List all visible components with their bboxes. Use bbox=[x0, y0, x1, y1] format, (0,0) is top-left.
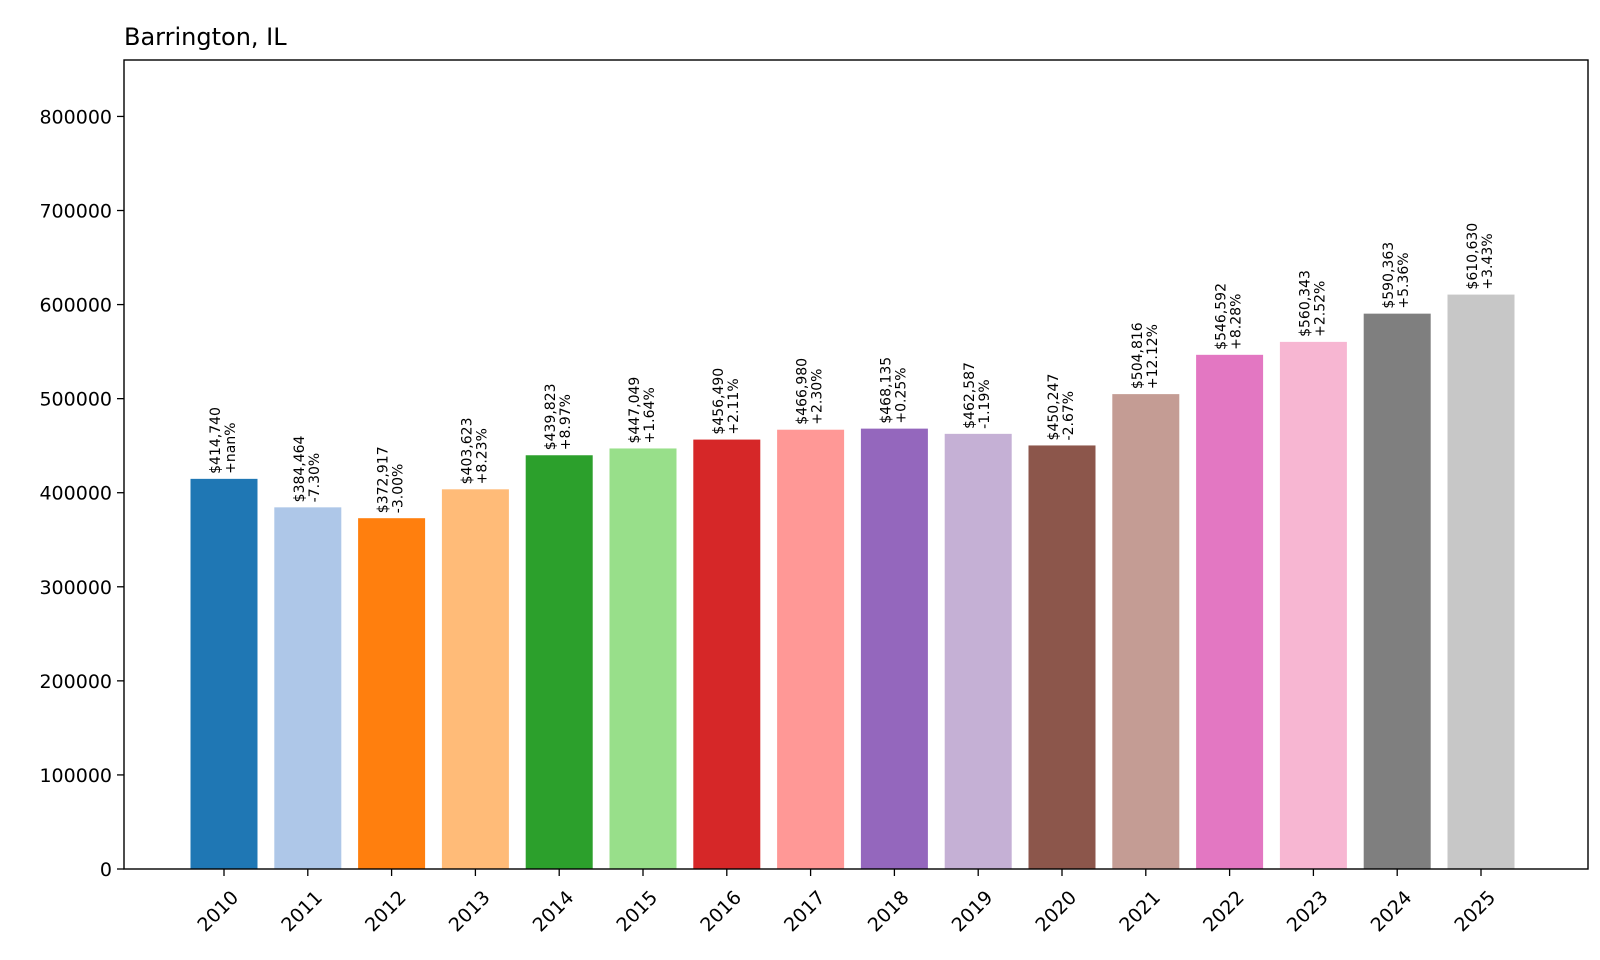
y-tick-label: 100000 bbox=[39, 765, 112, 787]
bar-value-label: $372,917 bbox=[376, 446, 392, 513]
bar-change-label: +8.97% bbox=[558, 394, 574, 450]
bar-label-2012: $372,917 -3.00% bbox=[376, 446, 407, 513]
x-tick-label-2014: 2014 bbox=[529, 887, 579, 937]
bar-change-label: -7.30% bbox=[307, 453, 323, 503]
bar-value-label: $456,490 bbox=[711, 368, 727, 435]
bar-value-label: $403,623 bbox=[459, 418, 475, 485]
x-tick-label-2010: 2010 bbox=[193, 887, 243, 937]
bar-change-label: +8.23% bbox=[474, 428, 490, 484]
x-tick-label-2020: 2020 bbox=[1031, 887, 1081, 937]
bar-2022 bbox=[1196, 354, 1264, 870]
bar-value-label: $590,363 bbox=[1381, 242, 1397, 309]
bar-label-2025: $610,630 +3.43% bbox=[1465, 223, 1496, 290]
bar-2019 bbox=[944, 433, 1012, 869]
bar-2015 bbox=[609, 448, 677, 869]
bar-2012 bbox=[358, 518, 426, 869]
bar-2010 bbox=[190, 478, 258, 869]
bar-value-label: $504,816 bbox=[1130, 322, 1146, 389]
bar-2014 bbox=[525, 455, 593, 869]
bar-label-2022: $546,592 +8.28% bbox=[1214, 283, 1245, 350]
x-tick-label-2021: 2021 bbox=[1115, 887, 1165, 937]
y-axis: 0 100000 200000 300000 400000 500000 600000 700… bbox=[39, 106, 124, 881]
bar-change-label: +2.30% bbox=[810, 368, 826, 424]
bar-value-label: $447,049 bbox=[627, 377, 643, 444]
y-tick-label: 800000 bbox=[39, 106, 112, 128]
bar-label-2020: $450,247 -2.67% bbox=[1046, 374, 1077, 441]
x-tick-label-2015: 2015 bbox=[612, 887, 662, 937]
bar-value-label: $439,823 bbox=[543, 383, 559, 450]
x-tick-label-2022: 2022 bbox=[1199, 887, 1249, 937]
x-axis: 2010 2011 2012 2013 2014 2015 2016 2017 2018 2019… bbox=[193, 869, 1500, 936]
bar-2018 bbox=[860, 428, 928, 869]
y-tick-label: 500000 bbox=[39, 389, 112, 411]
bar-label-2019: $462,587 -1.19% bbox=[962, 362, 993, 429]
bar-value-label: $450,247 bbox=[1046, 374, 1062, 441]
bar-label-2018: $468,135 +0.25% bbox=[878, 357, 909, 424]
x-tick-label-2017: 2017 bbox=[780, 887, 830, 937]
bar-label-2011: $384,464 -7.30% bbox=[292, 435, 323, 502]
bar-change-label: +5.36% bbox=[1396, 252, 1412, 308]
x-tick-label-2019: 2019 bbox=[948, 887, 998, 937]
bar-change-label: +3.43% bbox=[1480, 233, 1496, 289]
bar-change-label: -1.19% bbox=[977, 379, 993, 429]
bar-change-label: +8.28% bbox=[1229, 294, 1245, 350]
bar-2021 bbox=[1112, 394, 1180, 869]
bar-value-label: $384,464 bbox=[292, 435, 308, 502]
bar-value-label: $560,343 bbox=[1297, 270, 1313, 337]
bar-value-label: $546,592 bbox=[1214, 283, 1230, 350]
bar-change-label: +0.25% bbox=[893, 367, 909, 423]
y-tick-label: 200000 bbox=[39, 671, 112, 693]
bar-2016 bbox=[693, 439, 761, 869]
bar-2013 bbox=[441, 489, 509, 869]
y-tick-label: 300000 bbox=[39, 577, 112, 599]
x-tick-label-2012: 2012 bbox=[361, 887, 411, 937]
x-tick-label-2025: 2025 bbox=[1450, 887, 1500, 937]
bar-change-label: +12.12% bbox=[1145, 324, 1161, 389]
bar-change-label: +2.52% bbox=[1312, 281, 1328, 337]
bar-2023 bbox=[1279, 341, 1347, 869]
bar-2020 bbox=[1028, 445, 1096, 869]
bar-change-label: -3.00% bbox=[391, 464, 407, 514]
y-tick-label: 700000 bbox=[39, 201, 112, 223]
bar-label-2010: $414,740 +nan% bbox=[208, 407, 239, 474]
x-tick-label-2024: 2024 bbox=[1367, 887, 1417, 937]
bar-label-2014: $439,823 +8.97% bbox=[543, 383, 574, 450]
bar-2025 bbox=[1447, 294, 1515, 869]
bar-2017 bbox=[777, 429, 845, 869]
y-tick-label: 0 bbox=[100, 859, 112, 881]
chart-title: Barrington, IL bbox=[124, 23, 287, 51]
x-tick-label-2023: 2023 bbox=[1283, 887, 1333, 937]
bar-change-label: +1.64% bbox=[642, 387, 658, 443]
bar-change-label: +nan% bbox=[223, 422, 239, 473]
x-tick-label-2016: 2016 bbox=[696, 887, 746, 937]
bar-label-2013: $403,623 +8.23% bbox=[459, 418, 490, 485]
x-tick-label-2018: 2018 bbox=[864, 887, 914, 937]
bar-value-label: $466,980 bbox=[795, 358, 811, 425]
x-tick-label-2011: 2011 bbox=[277, 887, 327, 937]
plot-frame bbox=[123, 59, 1589, 870]
bar-2011 bbox=[274, 507, 342, 869]
bar-label-2023: $560,343 +2.52% bbox=[1297, 270, 1328, 337]
bar-value-label: $462,587 bbox=[962, 362, 978, 429]
bar-label-2015: $447,049 +1.64% bbox=[627, 377, 658, 444]
bar-label-2021: $504,816 +12.12% bbox=[1130, 322, 1161, 389]
y-tick-label: 400000 bbox=[39, 483, 112, 505]
bar-label-2024: $590,363 +5.36% bbox=[1381, 242, 1412, 309]
bar-change-label: -2.67% bbox=[1061, 391, 1077, 441]
bar-label-2016: $456,490 +2.11% bbox=[711, 368, 742, 435]
bar-value-label: $610,630 bbox=[1465, 223, 1481, 290]
bar-labels: $414,740 +nan% $384,464 -7.30% $372,917 -3.00… bbox=[208, 223, 1496, 513]
bar-2024 bbox=[1363, 313, 1431, 869]
bars bbox=[190, 294, 1515, 870]
bar-value-label: $414,740 bbox=[208, 407, 224, 474]
bar-change-label: +2.11% bbox=[726, 378, 742, 434]
x-tick-label-2013: 2013 bbox=[445, 887, 495, 937]
y-tick-label: 600000 bbox=[39, 295, 112, 317]
bar-label-2017: $466,980 +2.30% bbox=[795, 358, 826, 425]
bar-value-label: $468,135 bbox=[878, 357, 894, 424]
